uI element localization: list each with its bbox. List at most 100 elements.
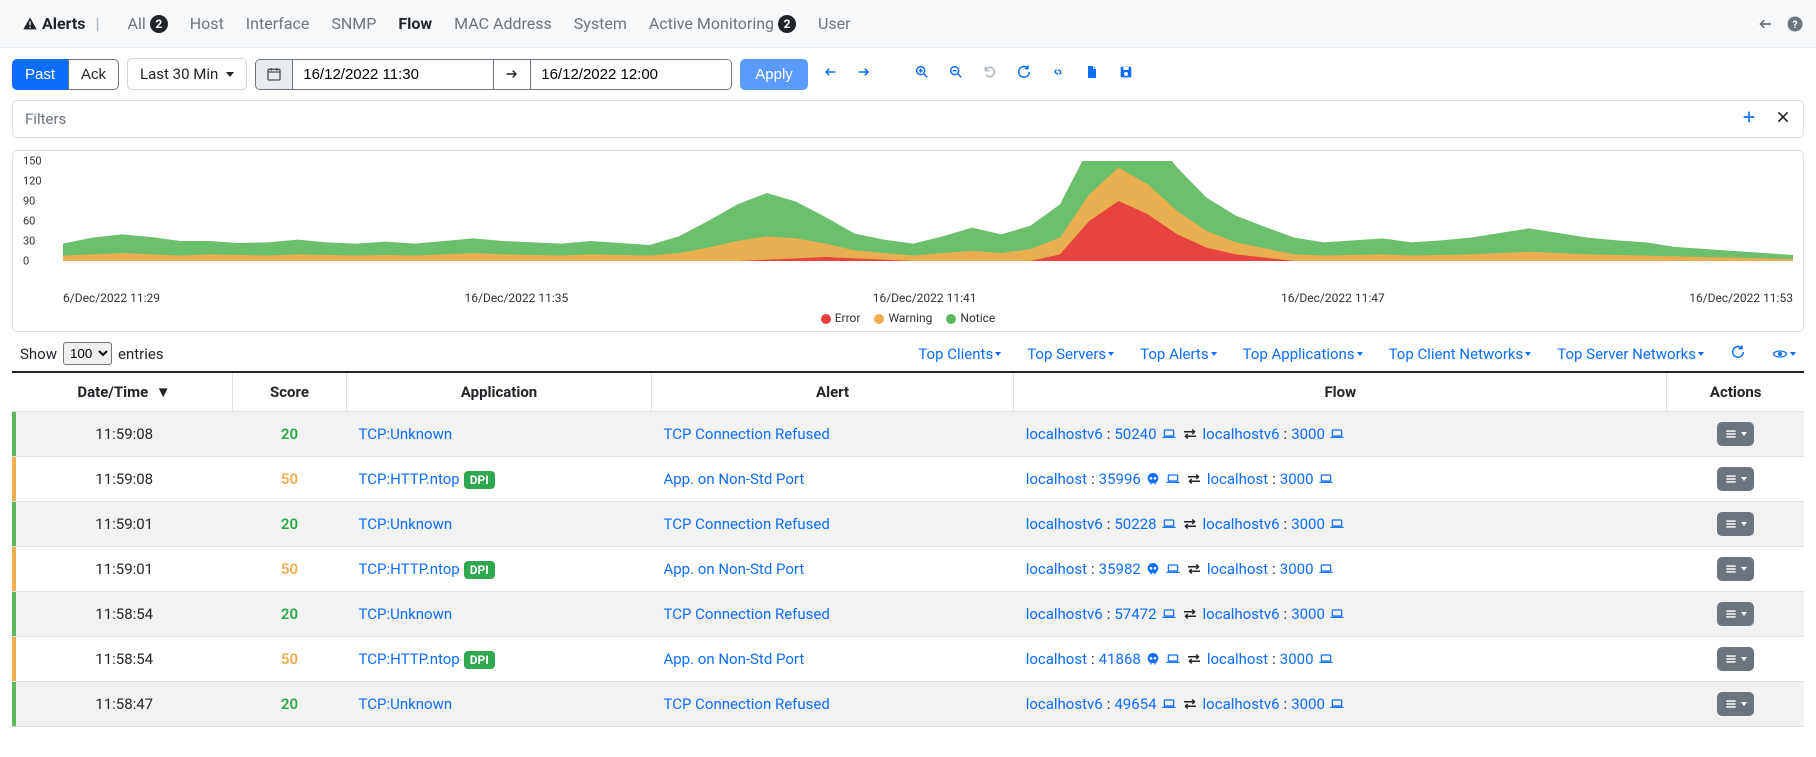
zoom-out-icon[interactable] bbox=[948, 64, 964, 84]
flow-src-port[interactable]: 35996 bbox=[1099, 470, 1141, 488]
toplink-top-applications[interactable]: Top Applications bbox=[1243, 345, 1363, 363]
nav-right-icon[interactable] bbox=[856, 64, 872, 84]
tab-flow[interactable]: Flow bbox=[388, 10, 442, 37]
flow-src-host[interactable]: localhostv6 bbox=[1026, 695, 1103, 713]
undo-icon[interactable] bbox=[982, 64, 998, 84]
columns-visibility-icon[interactable] bbox=[1772, 346, 1796, 362]
flow-dst-host[interactable]: localhostv6 bbox=[1203, 515, 1280, 533]
cell-application[interactable]: TCP:Unknown bbox=[359, 605, 453, 623]
clear-filter-icon[interactable] bbox=[1775, 109, 1791, 129]
cell-alert[interactable]: TCP Connection Refused bbox=[663, 605, 829, 623]
cell-alert[interactable]: App. on Non-Std Port bbox=[663, 470, 804, 488]
cell-application[interactable]: TCP:Unknown bbox=[359, 425, 453, 443]
flow-src-port[interactable]: 41868 bbox=[1099, 650, 1141, 668]
flow-dst-port[interactable]: 3000 bbox=[1280, 470, 1314, 488]
flow-dst-port[interactable]: 3000 bbox=[1291, 425, 1325, 443]
col-application[interactable]: Application bbox=[347, 372, 652, 412]
page-size-select[interactable]: 100 bbox=[63, 342, 112, 365]
flow-src-host[interactable]: localhost bbox=[1026, 470, 1087, 488]
row-actions-button[interactable] bbox=[1717, 422, 1754, 446]
cell-application[interactable]: TCP:HTTP.ntop bbox=[359, 560, 460, 578]
tab-active-monitoring[interactable]: Active Monitoring2 bbox=[639, 10, 806, 37]
laptop-icon bbox=[1329, 696, 1345, 712]
apply-button[interactable]: Apply bbox=[740, 59, 808, 90]
flow-src-host[interactable]: localhostv6 bbox=[1026, 425, 1103, 443]
legend-warning[interactable]: Warning bbox=[874, 311, 932, 325]
flow-dst-host[interactable]: localhostv6 bbox=[1203, 605, 1280, 623]
row-actions-button[interactable] bbox=[1717, 512, 1754, 536]
flow-src-host[interactable]: localhostv6 bbox=[1026, 515, 1103, 533]
cell-application[interactable]: TCP:HTTP.ntop bbox=[359, 470, 460, 488]
cell-alert[interactable]: App. on Non-Std Port bbox=[663, 650, 804, 668]
toplink-top-server-networks[interactable]: Top Server Networks bbox=[1557, 345, 1704, 363]
col-datetime[interactable]: Date/Time ▼ bbox=[16, 372, 232, 412]
add-filter-icon[interactable] bbox=[1741, 109, 1757, 129]
flow-dst-host[interactable]: localhost bbox=[1207, 470, 1268, 488]
calendar-icon[interactable] bbox=[256, 60, 293, 89]
nav-left-icon[interactable] bbox=[822, 64, 838, 84]
refresh-icon[interactable] bbox=[1016, 64, 1032, 84]
flow-src-host[interactable]: localhost bbox=[1026, 650, 1087, 668]
col-score[interactable]: Score bbox=[232, 372, 346, 412]
flow-src-port[interactable]: 35982 bbox=[1099, 560, 1141, 578]
flow-src-host[interactable]: localhostv6 bbox=[1026, 605, 1103, 623]
cell-alert[interactable]: TCP Connection Refused bbox=[663, 425, 829, 443]
time-range-dropdown[interactable]: Last 30 Min bbox=[127, 58, 247, 90]
flow-dst-host[interactable]: localhostv6 bbox=[1203, 695, 1280, 713]
refresh-table-icon[interactable] bbox=[1730, 344, 1746, 364]
help-icon[interactable] bbox=[1786, 15, 1804, 33]
flow-dst-port[interactable]: 3000 bbox=[1291, 605, 1325, 623]
flow-src-port[interactable]: 57472 bbox=[1114, 605, 1156, 623]
flow-dst-port[interactable]: 3000 bbox=[1280, 650, 1314, 668]
flow-dst-port[interactable]: 3000 bbox=[1291, 695, 1325, 713]
tab-snmp[interactable]: SNMP bbox=[321, 10, 386, 37]
col-alert[interactable]: Alert bbox=[651, 372, 1013, 412]
row-actions-button[interactable] bbox=[1717, 692, 1754, 716]
cell-alert[interactable]: App. on Non-Std Port bbox=[663, 560, 804, 578]
toplink-top-clients[interactable]: Top Clients bbox=[918, 345, 1001, 363]
save-icon[interactable] bbox=[1118, 64, 1134, 84]
legend-error[interactable]: Error bbox=[821, 311, 861, 325]
flow-dst-port[interactable]: 3000 bbox=[1291, 515, 1325, 533]
start-time-input[interactable] bbox=[293, 60, 493, 89]
cell-application[interactable]: TCP:Unknown bbox=[359, 695, 453, 713]
tab-all[interactable]: All2 bbox=[118, 10, 178, 37]
row-actions-button[interactable] bbox=[1717, 467, 1754, 491]
alerts-chart[interactable]: 0306090120150 bbox=[23, 161, 1793, 291]
flow-dst-host[interactable]: localhostv6 bbox=[1203, 425, 1280, 443]
row-actions-button[interactable] bbox=[1717, 557, 1754, 581]
tab-mac-address[interactable]: MAC Address bbox=[444, 10, 562, 37]
flow-src-host[interactable]: localhost bbox=[1026, 560, 1087, 578]
flow-dst-host[interactable]: localhost bbox=[1207, 650, 1268, 668]
toplink-top-alerts[interactable]: Top Alerts bbox=[1140, 345, 1216, 363]
toplink-top-client-networks[interactable]: Top Client Networks bbox=[1389, 345, 1532, 363]
back-icon[interactable] bbox=[1756, 15, 1774, 33]
zoom-in-icon[interactable] bbox=[914, 64, 930, 84]
row-actions-button[interactable] bbox=[1717, 647, 1754, 671]
legend-notice[interactable]: Notice bbox=[946, 311, 995, 325]
col-actions[interactable]: Actions bbox=[1667, 372, 1804, 412]
tab-system[interactable]: System bbox=[564, 10, 637, 37]
flow-src-port[interactable]: 49654 bbox=[1114, 695, 1156, 713]
flow-dst-host[interactable]: localhost bbox=[1207, 560, 1268, 578]
flow-dst-port[interactable]: 3000 bbox=[1280, 560, 1314, 578]
tab-host[interactable]: Host bbox=[180, 10, 234, 37]
ack-button[interactable]: Ack bbox=[68, 59, 119, 90]
laptop-icon bbox=[1329, 426, 1345, 442]
cell-alert[interactable]: TCP Connection Refused bbox=[663, 515, 829, 533]
cell-application[interactable]: TCP:Unknown bbox=[359, 515, 453, 533]
row-actions-button[interactable] bbox=[1717, 602, 1754, 626]
cell-application[interactable]: TCP:HTTP.ntop bbox=[359, 650, 460, 668]
export-file-icon[interactable] bbox=[1084, 64, 1100, 84]
end-time-input[interactable] bbox=[531, 60, 731, 89]
tab-interface[interactable]: Interface bbox=[236, 10, 320, 37]
cell-alert[interactable]: TCP Connection Refused bbox=[663, 695, 829, 713]
col-flow[interactable]: Flow bbox=[1014, 372, 1667, 412]
tab-user[interactable]: User bbox=[808, 10, 861, 37]
toplink-top-servers[interactable]: Top Servers bbox=[1027, 345, 1114, 363]
permalink-icon[interactable] bbox=[1050, 64, 1066, 84]
flow-src-port[interactable]: 50228 bbox=[1114, 515, 1156, 533]
filters-placeholder[interactable]: Filters bbox=[25, 110, 66, 128]
past-button[interactable]: Past bbox=[12, 59, 68, 90]
flow-src-port[interactable]: 50240 bbox=[1114, 425, 1156, 443]
